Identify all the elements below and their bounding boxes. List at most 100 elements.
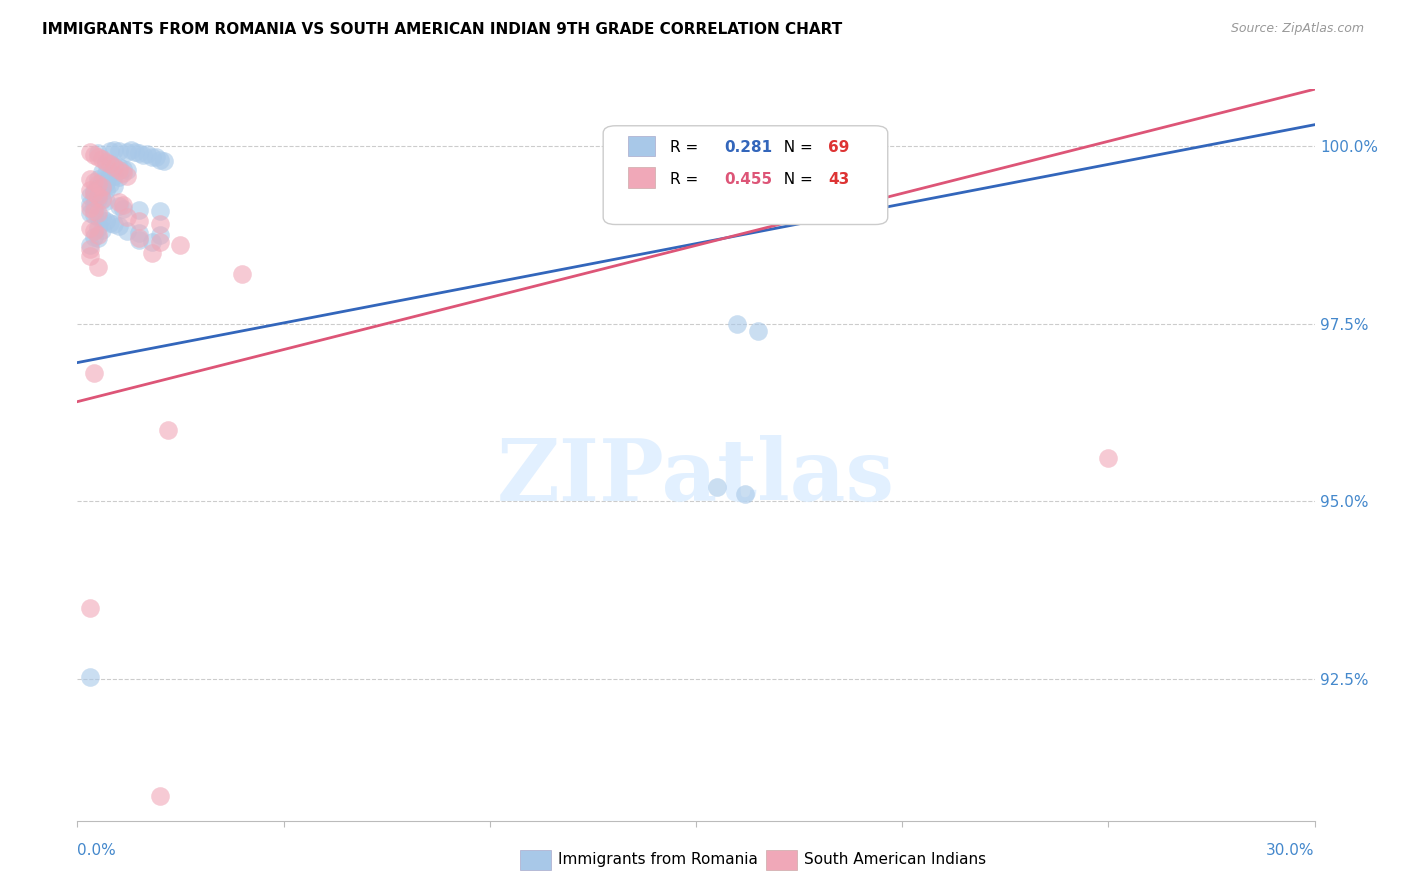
Point [79, 242, 101, 256]
Text: N =: N = [773, 140, 817, 155]
Point [87, 260, 110, 274]
Point [128, 213, 150, 227]
Point [128, 227, 150, 241]
Point [145, 150, 167, 164]
Point [87, 210, 110, 224]
Point [103, 217, 125, 231]
Point [157, 423, 180, 437]
Point [98, 216, 121, 230]
Text: ZIPatlas: ZIPatlas [496, 435, 896, 519]
Point [115, 210, 138, 224]
Text: 69: 69 [828, 140, 849, 155]
Point [115, 169, 138, 183]
Point [83, 174, 105, 188]
Point [91, 174, 114, 188]
Point [98, 157, 121, 171]
Point [128, 146, 150, 161]
Point [87, 146, 110, 161]
Point [149, 217, 172, 231]
Text: 43: 43 [828, 171, 849, 186]
Point [87, 206, 110, 220]
Point [83, 224, 105, 238]
Text: Immigrants from Romania: Immigrants from Romania [558, 853, 758, 867]
Point [83, 185, 105, 199]
Point [83, 186, 105, 200]
Point [103, 169, 125, 183]
Point [169, 238, 191, 252]
Point [79, 670, 101, 684]
Point [128, 233, 150, 247]
Point [115, 224, 138, 238]
Point [141, 235, 163, 249]
Point [79, 238, 101, 252]
Text: 30.0%: 30.0% [1267, 843, 1315, 858]
Point [120, 143, 142, 157]
Point [87, 227, 110, 242]
Point [87, 186, 110, 201]
Point [83, 230, 105, 244]
Point [103, 178, 125, 193]
Point [107, 195, 129, 210]
Point [91, 152, 114, 166]
Point [128, 231, 150, 245]
Point [79, 201, 101, 215]
Point [87, 178, 110, 192]
Point [83, 208, 105, 222]
Point [79, 188, 101, 202]
Point [132, 147, 155, 161]
Point [107, 199, 129, 213]
Point [149, 235, 172, 249]
Point [79, 249, 101, 263]
Point [98, 144, 121, 158]
Point [79, 196, 101, 211]
Text: 0.0%: 0.0% [77, 843, 117, 858]
Point [1097, 451, 1119, 466]
Point [91, 181, 114, 195]
Point [79, 206, 101, 220]
Point [91, 180, 114, 194]
Point [98, 168, 121, 182]
Point [685, 143, 707, 157]
Point [96, 194, 118, 209]
Point [91, 211, 114, 226]
Point [111, 202, 134, 216]
Point [87, 221, 110, 235]
Text: N =: N = [773, 171, 817, 186]
Point [87, 231, 110, 245]
Point [87, 181, 110, 195]
Point [98, 178, 121, 192]
Point [96, 156, 118, 170]
FancyBboxPatch shape [628, 168, 655, 188]
Text: 0.455: 0.455 [724, 171, 772, 186]
Point [91, 223, 114, 237]
Point [128, 202, 150, 217]
Point [91, 193, 114, 207]
Point [87, 172, 110, 186]
Point [107, 163, 129, 178]
Point [111, 166, 134, 180]
Point [725, 317, 748, 331]
Point [107, 144, 129, 158]
Point [149, 789, 172, 803]
Point [103, 159, 125, 173]
Point [79, 145, 101, 159]
Point [83, 366, 105, 380]
FancyBboxPatch shape [603, 126, 887, 225]
Point [107, 219, 129, 234]
Point [231, 267, 253, 281]
Point [96, 213, 118, 227]
Text: IMMIGRANTS FROM ROMANIA VS SOUTH AMERICAN INDIAN 9TH GRADE CORRELATION CHART: IMMIGRANTS FROM ROMANIA VS SOUTH AMERICA… [42, 22, 842, 37]
Point [124, 145, 146, 160]
Point [83, 198, 105, 212]
Point [87, 150, 110, 164]
Point [136, 146, 159, 161]
Point [149, 204, 172, 219]
Point [96, 176, 118, 190]
Point [747, 324, 769, 338]
Point [706, 480, 728, 494]
Point [79, 600, 101, 615]
Point [141, 245, 163, 260]
Text: 0.281: 0.281 [724, 140, 772, 155]
FancyBboxPatch shape [628, 136, 655, 156]
Point [103, 161, 125, 175]
